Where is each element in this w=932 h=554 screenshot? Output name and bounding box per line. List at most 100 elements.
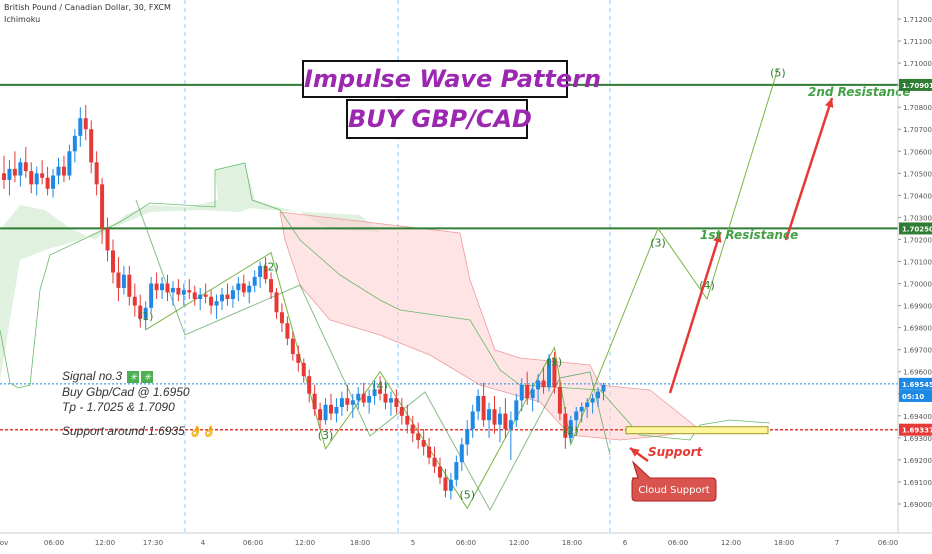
candle-body — [279, 312, 284, 324]
time-tick-label: 12:00 — [95, 539, 115, 547]
candle-body — [23, 162, 28, 172]
candle-body — [2, 173, 6, 180]
price-label-box — [899, 423, 932, 436]
price-label: 1.69337 — [902, 427, 932, 435]
candle-body — [563, 413, 568, 438]
candle-body — [443, 477, 448, 491]
candle-body — [361, 393, 366, 403]
arrow-to-r1-head — [713, 233, 722, 243]
candle-body — [170, 287, 175, 293]
time-tick-label: 4 — [201, 539, 206, 547]
candle-body — [470, 411, 475, 430]
candle-body — [51, 175, 56, 189]
price-label-box — [899, 377, 932, 390]
candle-body — [12, 168, 17, 176]
price-tick-label: 1.69400 — [903, 413, 932, 421]
candle-body — [601, 384, 606, 392]
wave-label: (3) — [318, 429, 334, 442]
price-tick-label: 1.69000 — [903, 501, 932, 509]
candle-body — [503, 413, 508, 430]
candle-body — [105, 228, 110, 251]
candle-body — [132, 296, 137, 306]
candle-body — [269, 279, 274, 293]
candle-body — [181, 290, 186, 295]
time-tick-label: 12:00 — [721, 539, 741, 547]
candle-body — [214, 301, 219, 306]
candle-body — [209, 296, 214, 306]
candle-body — [541, 380, 546, 388]
price-tick-label: 1.69700 — [903, 347, 932, 355]
signal-support: Support around 1.6935 👌👌 — [62, 424, 216, 438]
wave-label: (1) — [547, 355, 563, 368]
price-tick-label: 1.70800 — [903, 104, 932, 112]
price-tick-label: 1.70700 — [903, 126, 932, 134]
wave-label: (2) — [263, 261, 279, 274]
time-tick-label: 06:00 — [878, 539, 898, 547]
candle-body — [149, 283, 154, 308]
candle-body — [241, 283, 246, 293]
support-label: Support — [648, 445, 704, 459]
price-label-box — [899, 78, 932, 91]
candle-body — [552, 358, 557, 388]
ok-hand-icon: 👌 — [201, 426, 216, 438]
candle-body — [154, 283, 159, 291]
candle-body — [138, 305, 143, 319]
candle-body — [78, 118, 83, 136]
candle-body — [497, 413, 502, 425]
price-label-box — [899, 222, 932, 235]
candle-body — [61, 166, 66, 176]
candle-body — [56, 166, 61, 176]
time-tick-label: ov — [0, 539, 8, 547]
sub-title: BUY GBP/CAD — [348, 105, 532, 133]
wave-label: (3) — [650, 236, 666, 249]
candle-body — [388, 398, 393, 403]
arrow-to-r2-head — [825, 98, 834, 108]
candle-body — [356, 393, 361, 401]
resistance-1-label: 1st Resistance — [700, 228, 798, 242]
candle-body — [274, 292, 279, 313]
symbol-title: British Pound / Canadian Dollar, 30, FXC… — [4, 3, 171, 12]
check-icon: ✳ — [127, 370, 140, 383]
candle-body — [192, 292, 197, 299]
candle-body — [448, 479, 453, 491]
candle-body — [585, 402, 590, 407]
candle-body — [89, 129, 94, 163]
price-axis: 1.712001.711001.710001.709001.708001.707… — [897, 0, 932, 533]
candle-body — [579, 406, 584, 412]
candle-body — [372, 389, 377, 396]
candle-body — [367, 395, 372, 403]
annotations: (1)(2)(3)(4)(5)(1)(2)(3)(4)(5)1st Resist… — [138, 67, 910, 502]
candle-body — [487, 409, 492, 421]
indicator-label: Ichimoku — [4, 15, 41, 24]
check-icon: ✳ — [141, 370, 154, 383]
price-label: 1.70250 — [902, 225, 932, 233]
price-tick-label: 1.69900 — [903, 303, 932, 311]
candle-body — [405, 415, 410, 425]
candle-body — [334, 406, 339, 414]
candle-body — [350, 400, 355, 405]
price-tick-label: 1.71100 — [903, 38, 932, 46]
candle-body — [285, 323, 290, 339]
resistance-2-label: 2nd Resistance — [808, 85, 910, 99]
candle-body — [438, 466, 442, 478]
candle-body — [40, 173, 45, 178]
candle-body — [220, 294, 224, 302]
candle-body — [454, 462, 459, 480]
title-box: Impulse Wave Pattern — [302, 60, 601, 98]
candle-body — [383, 393, 388, 403]
price-label: 1.69545 — [902, 381, 932, 389]
candle-body — [198, 294, 203, 299]
price-label: 1.70901 — [902, 82, 932, 90]
wave-label: (2) — [563, 424, 579, 437]
wave-label: (5) — [459, 488, 475, 501]
candle-body — [514, 400, 519, 421]
candle-body — [421, 440, 426, 447]
candle-body — [307, 376, 312, 394]
candle-body — [127, 274, 132, 297]
price-tick-label: 1.71200 — [903, 16, 932, 24]
cloud-support-label: Cloud Support — [638, 485, 709, 496]
candle-body — [525, 384, 530, 399]
time-tick-label: 7 — [835, 539, 839, 547]
candle-body — [111, 250, 115, 273]
